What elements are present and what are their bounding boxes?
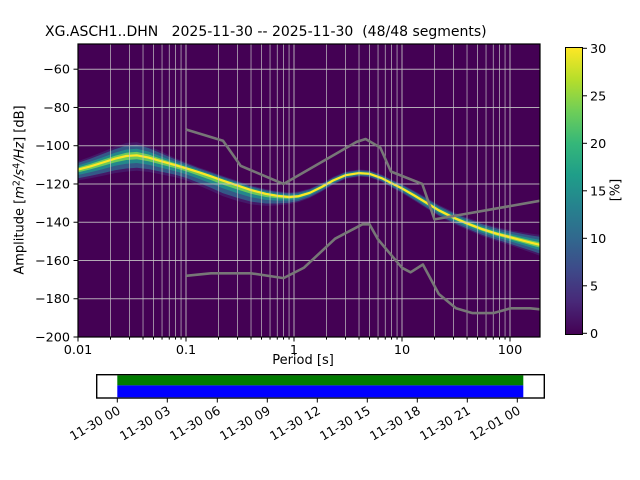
- colorbar-tick-label: 5: [590, 279, 598, 294]
- y-tick-label: −120: [35, 177, 70, 192]
- x-tick-label: 10: [394, 343, 410, 358]
- colorbar-tick-label: 25: [590, 89, 606, 104]
- y-tick-label: −100: [35, 139, 70, 154]
- y-axis-label-exponent: 2: [11, 180, 22, 187]
- timeline-tick-label: 11-30 12: [267, 403, 323, 444]
- timeline-tick-label: 11-30 21: [417, 403, 473, 444]
- colorbar-tick-label: 20: [590, 137, 606, 152]
- timeline-tick-label: 11-30 18: [367, 403, 423, 444]
- y-axis-label-part: /Hz: [12, 141, 28, 163]
- y-tick-label: −140: [35, 216, 70, 231]
- x-axis-label: Period [s]: [272, 353, 334, 368]
- axes-frame: [77, 43, 541, 338]
- timeline-tick-label: 11-30 09: [217, 403, 273, 444]
- y-axis-label-part: /s: [12, 168, 28, 181]
- ppsd-mode-line: [78, 154, 540, 246]
- y-axis-label-part: m: [12, 186, 28, 199]
- figure-title: XG.ASCH1..DHN 2025-11-30 -- 2025-11-30 (…: [45, 24, 487, 40]
- y-axis-label: Amplitude [m2/s4/Hz] [dB]: [11, 105, 28, 275]
- colorbar-tick-label: 0: [590, 327, 598, 342]
- tick-group: [73, 68, 511, 342]
- y-tick-label: −60: [43, 63, 70, 78]
- x-tick-label: 0.1: [176, 343, 196, 358]
- y-axis-label-exponent: 4: [11, 162, 22, 169]
- plot-data-group: [78, 142, 540, 256]
- y-tick-label: −200: [35, 331, 70, 346]
- timeline-data-availability-bar: [117, 385, 524, 398]
- x-tick-label: 1: [290, 343, 298, 358]
- x-tick-label: 100: [498, 343, 522, 358]
- colorbar-tick-label: 15: [590, 184, 606, 199]
- timeline-tick-label: 11-30 06: [167, 403, 223, 444]
- colorbar-tick-label: 30: [590, 42, 606, 57]
- ppsd-band: [78, 148, 540, 251]
- y-axis-label-part: ] [dB]: [12, 105, 28, 142]
- colorbar-label: [%]: [608, 178, 624, 202]
- timeline-tick-label: 12-01 00: [467, 403, 523, 444]
- timeline-tick-label: 11-30 03: [117, 403, 173, 444]
- nlnm-curve: [185, 223, 540, 315]
- y-tick-label: −180: [35, 292, 70, 307]
- y-tick-label: −80: [43, 101, 70, 116]
- nhnm-curve: [185, 128, 540, 221]
- noise-model-group: [185, 128, 540, 315]
- timeline-tick-label: 11-30 00: [67, 403, 123, 444]
- y-tick-label: −160: [35, 254, 70, 269]
- timeline-psd-coverage-bar: [117, 375, 524, 386]
- x-tick-label: 0.01: [64, 343, 93, 358]
- colorbar-tick-label: 10: [590, 232, 606, 247]
- colorbar-gradient: [565, 47, 583, 335]
- y-axis-label-part: Amplitude [: [12, 198, 28, 275]
- timeline-tick-label: 11-30 15: [317, 403, 373, 444]
